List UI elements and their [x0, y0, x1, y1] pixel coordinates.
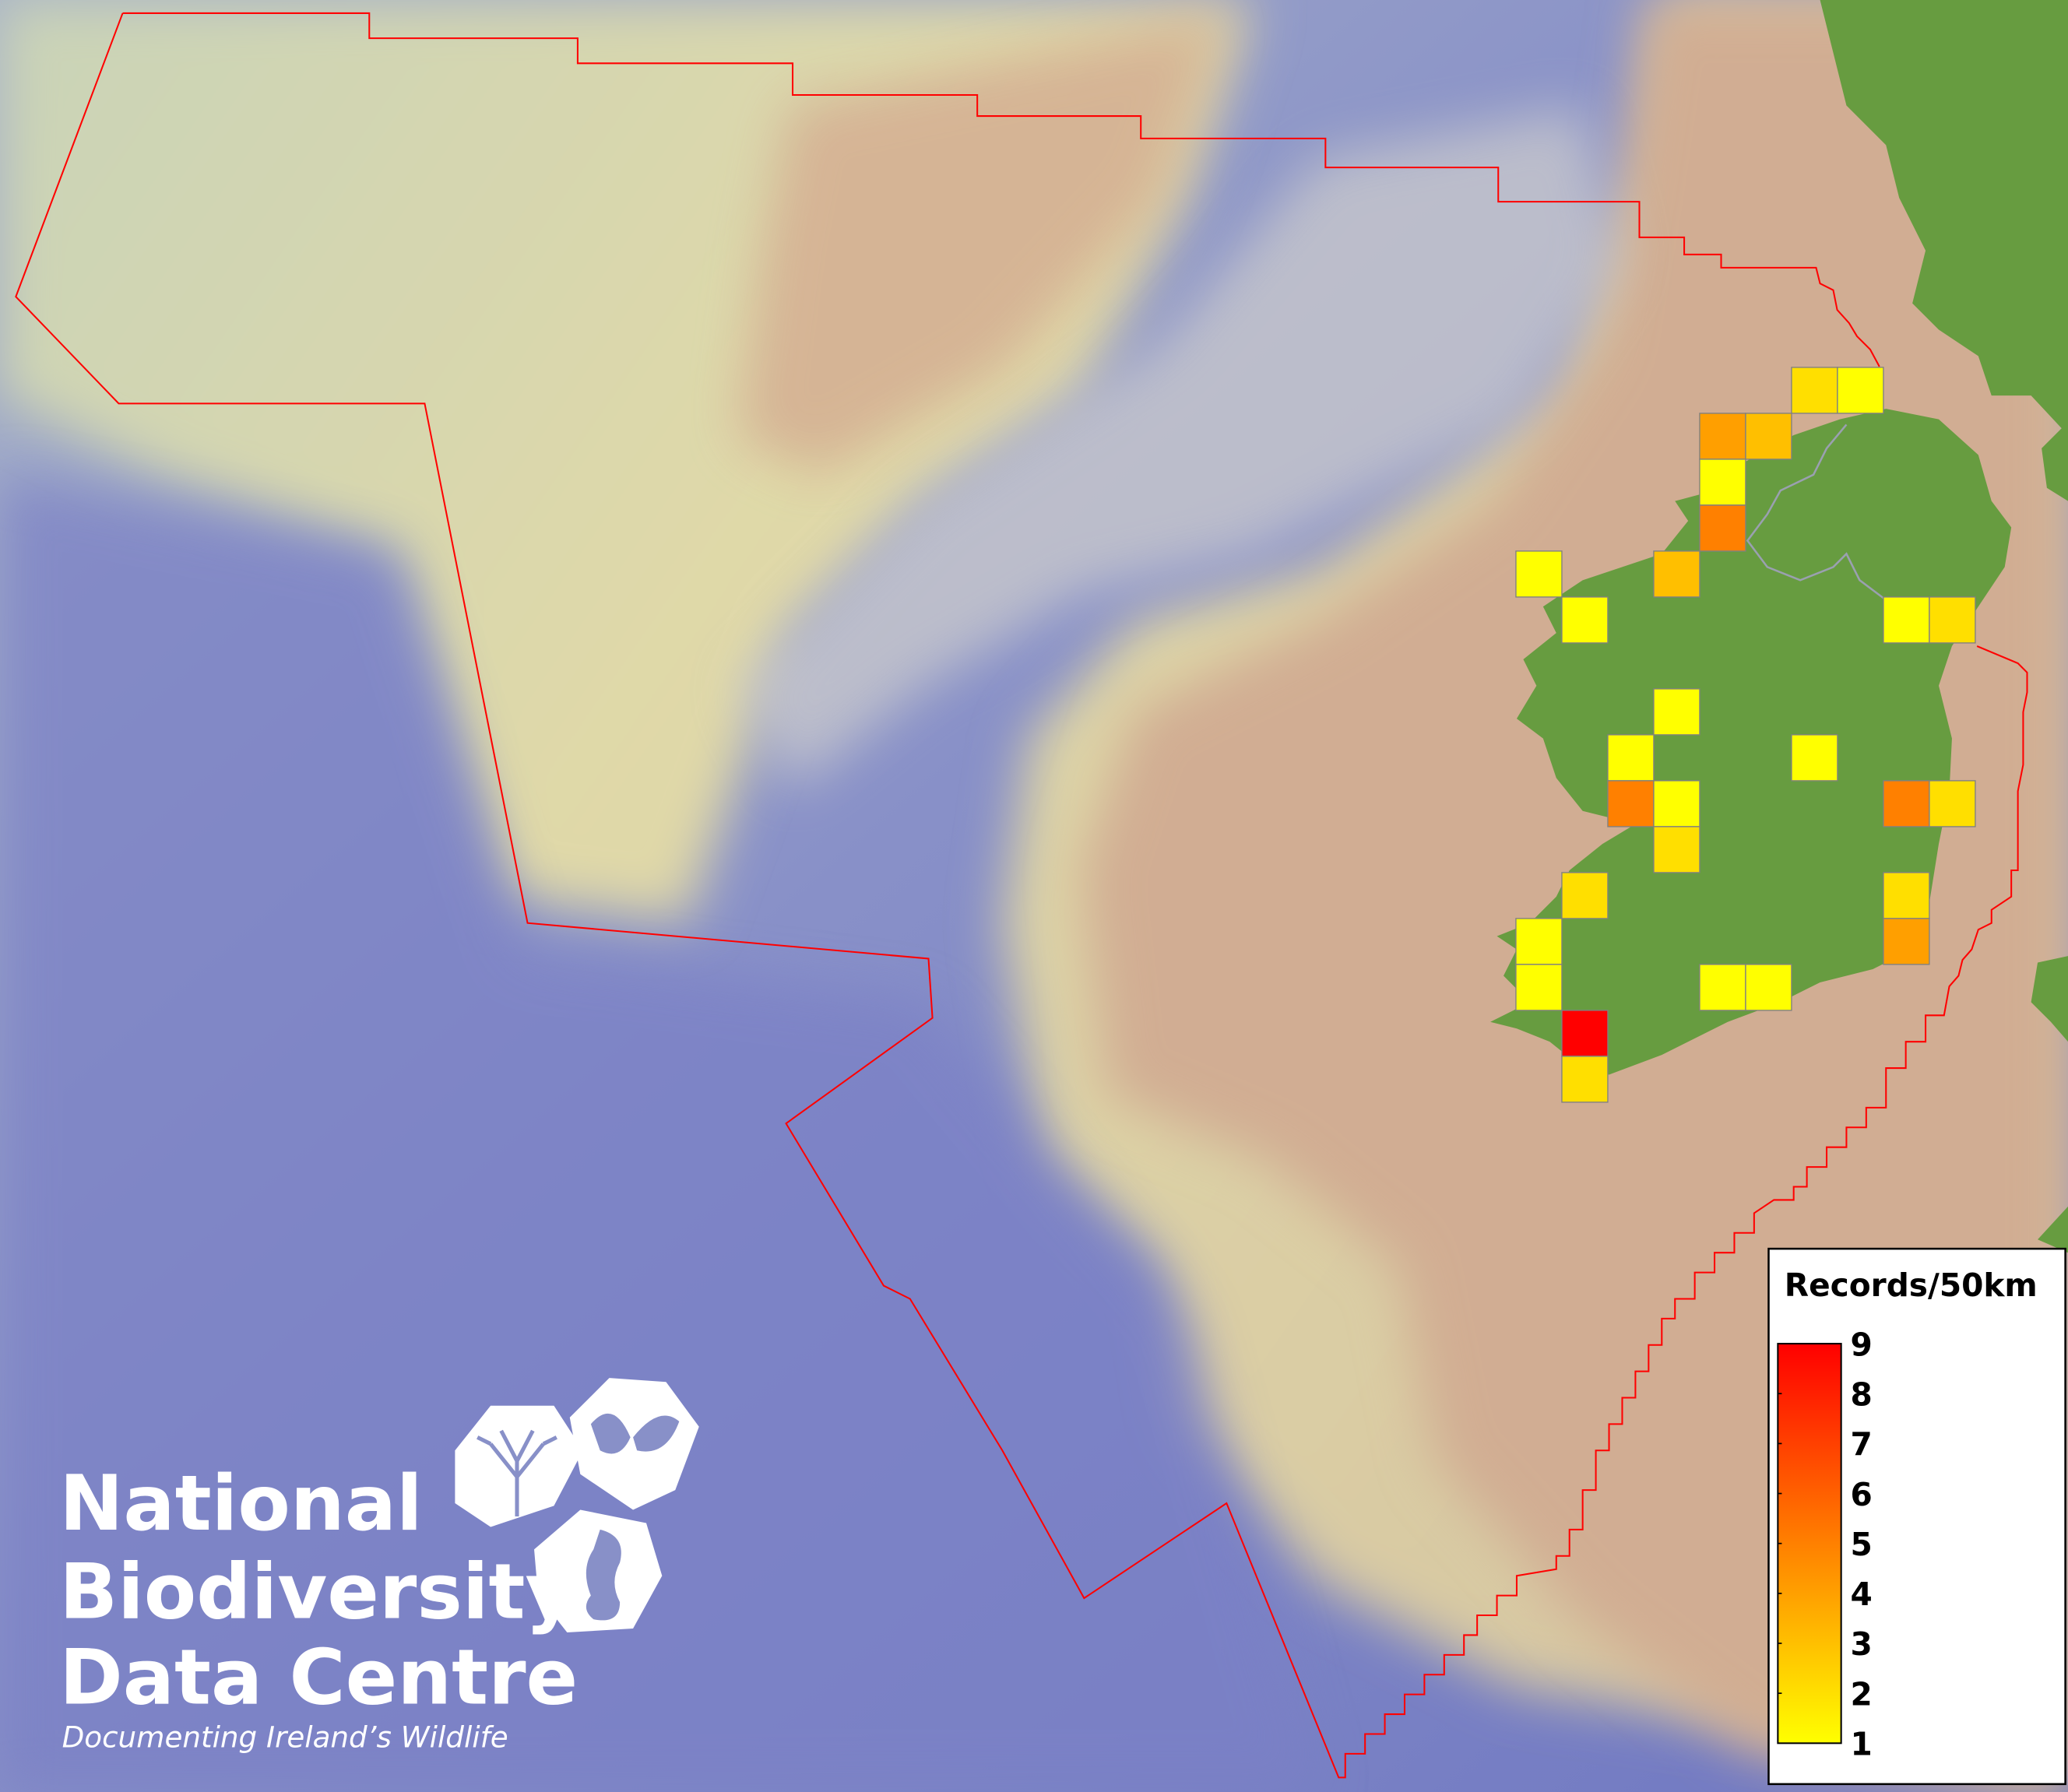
grid-cell: [1699, 504, 1746, 552]
legend-tick-label: 9: [1851, 1326, 1873, 1363]
grid-cell: [1883, 918, 1930, 965]
legend-tick-label: 5: [1851, 1526, 1873, 1563]
grid-cell: [1883, 872, 1930, 919]
tree-icon: [455, 1405, 583, 1527]
eez-boundary: [122, 12, 1880, 367]
grid-cell: [1515, 964, 1563, 1011]
seahorse-icon: [534, 1509, 663, 1633]
grid-cell: [1561, 596, 1609, 644]
border-line: [1746, 423, 1933, 614]
grid-cell: [1515, 918, 1563, 965]
land-ireland: [1490, 409, 2012, 1075]
logo-line-2: Biodiversity: [59, 1548, 575, 1636]
grid-cell: [1791, 734, 1838, 782]
grid-cell: [1653, 826, 1700, 873]
grid-cell: [1883, 780, 1930, 827]
butterfly-icon: [569, 1378, 699, 1510]
porcupine-seabight: [738, 105, 1623, 792]
grid-cell: [1515, 550, 1563, 598]
logo-tagline: Documenting Ireland’s Wildlife: [62, 1720, 508, 1754]
record-grid-cells: [1515, 367, 1976, 1103]
legend-title: Records/50km: [1785, 1267, 2038, 1304]
grid-cell: [1745, 964, 1792, 1011]
grid-cell: [1607, 780, 1655, 827]
legend: Records/50km 9 8 7 6 5 4 3 2 1: [1767, 1247, 2066, 1786]
grid-cell: [1699, 459, 1746, 506]
legend-color-bar: [1777, 1343, 1842, 1745]
legend-tick-label: 6: [1851, 1476, 1873, 1513]
grid-cell: [1883, 596, 1930, 644]
grid-cell: [1837, 367, 1884, 414]
grid-cell: [1561, 1010, 1609, 1057]
land-great-britain: [1820, 0, 2068, 435]
grid-cell: [1699, 964, 1746, 1011]
grid-cell: [1745, 413, 1792, 460]
legend-tick-label: 3: [1851, 1625, 1873, 1663]
legend-tick-label: 2: [1851, 1675, 1873, 1713]
grid-cell: [1607, 734, 1655, 782]
legend-tick-label: 4: [1851, 1576, 1873, 1613]
logo-line-3: Data Centre: [59, 1634, 578, 1723]
legend-tick-label: 7: [1851, 1426, 1873, 1463]
grid-cell: [1929, 596, 1976, 644]
grid-cell: [1653, 550, 1700, 598]
grid-cell: [1653, 780, 1700, 827]
rockall-plain: [738, 12, 1227, 475]
grid-cell: [1561, 872, 1609, 919]
eez-boundary-south: [15, 12, 2028, 1779]
nbdc-logo: National Biodiversity Data Centre Docume…: [59, 1378, 699, 1754]
legend-tick-label: 1: [1851, 1726, 1873, 1763]
grid-cell: [1653, 688, 1700, 736]
legend-tick-label: 8: [1851, 1376, 1873, 1413]
abyssal-plain: [0, 474, 1319, 1792]
grid-cell: [1929, 780, 1976, 827]
logo-line-1: National: [59, 1460, 423, 1548]
grid-cell: [1561, 1056, 1609, 1103]
grid-cell: [1699, 413, 1746, 460]
grid-cell: [1791, 367, 1838, 414]
